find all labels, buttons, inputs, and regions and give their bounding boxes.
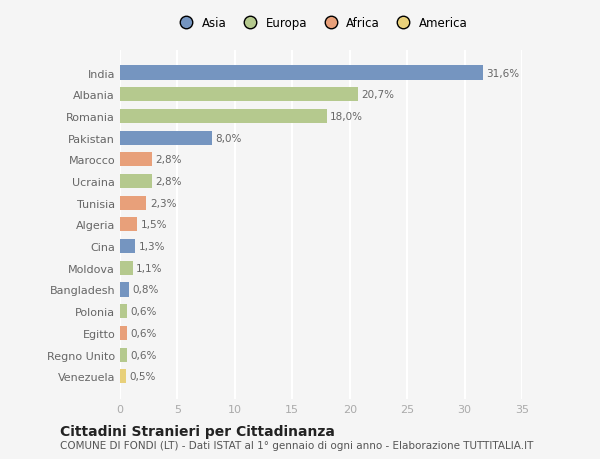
Bar [120, 67, 483, 80]
Text: 0,8%: 0,8% [133, 285, 159, 295]
Text: 2,8%: 2,8% [155, 155, 182, 165]
Text: COMUNE DI FONDI (LT) - Dati ISTAT al 1° gennaio di ogni anno - Elaborazione TUTT: COMUNE DI FONDI (LT) - Dati ISTAT al 1° … [60, 440, 533, 450]
Text: Cittadini Stranieri per Cittadinanza: Cittadini Stranieri per Cittadinanza [60, 425, 335, 438]
Bar [120, 174, 152, 189]
Text: 8,0%: 8,0% [215, 133, 242, 143]
Text: 1,3%: 1,3% [139, 241, 165, 252]
Text: 2,8%: 2,8% [155, 177, 182, 187]
Bar [120, 153, 152, 167]
Text: 0,6%: 0,6% [130, 350, 157, 360]
Bar [120, 196, 146, 210]
Text: 1,5%: 1,5% [140, 220, 167, 230]
Bar [120, 326, 127, 340]
Text: 18,0%: 18,0% [330, 112, 363, 122]
Legend: Asia, Europa, Africa, America: Asia, Europa, Africa, America [172, 15, 470, 32]
Bar [120, 348, 127, 362]
Bar [120, 240, 135, 253]
Bar [120, 88, 358, 102]
Bar [120, 261, 133, 275]
Bar [120, 131, 212, 146]
Bar [120, 283, 129, 297]
Bar [120, 304, 127, 319]
Text: 0,6%: 0,6% [130, 328, 157, 338]
Bar [120, 218, 137, 232]
Text: 0,5%: 0,5% [129, 371, 155, 381]
Bar [120, 110, 327, 124]
Text: 0,6%: 0,6% [130, 307, 157, 317]
Bar [120, 369, 126, 383]
Text: 2,3%: 2,3% [150, 198, 176, 208]
Text: 20,7%: 20,7% [361, 90, 394, 100]
Text: 31,6%: 31,6% [487, 68, 520, 78]
Text: 1,1%: 1,1% [136, 263, 163, 273]
